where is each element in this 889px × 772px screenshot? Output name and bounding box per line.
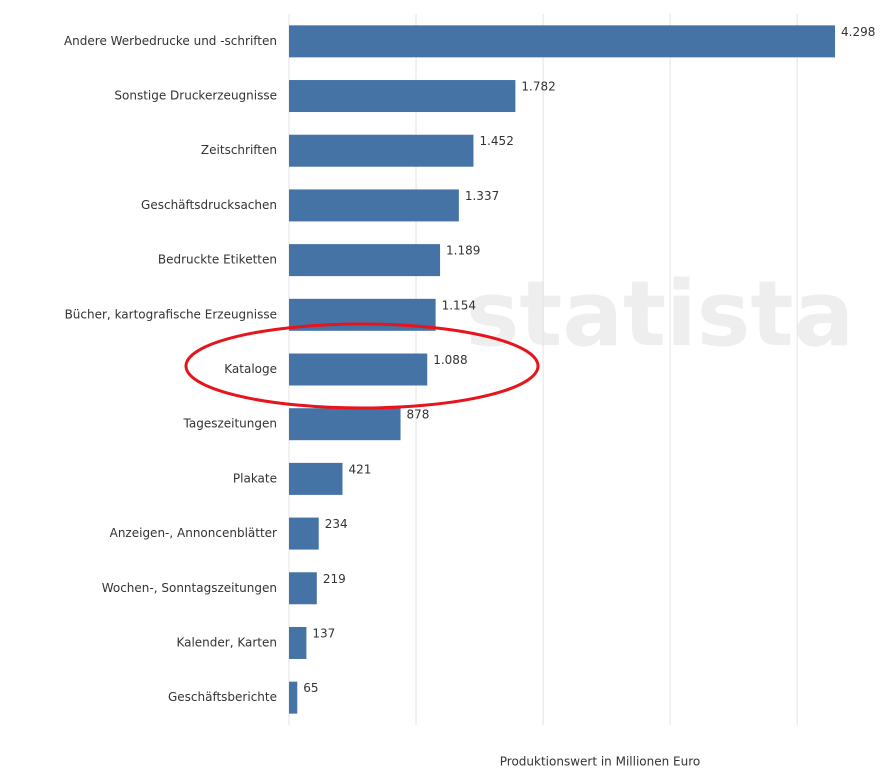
y-tick-label: Wochen-, Sonntagszeitungen (102, 581, 277, 595)
bar (289, 25, 836, 58)
y-tick-label: Sonstige Druckerzeugnisse (114, 89, 277, 103)
bar (289, 626, 307, 659)
y-tick-label: Tageszeitungen (183, 417, 278, 431)
value-label: 1.088 (433, 353, 467, 367)
y-tick-label: Geschäftsberichte (168, 690, 277, 704)
value-label: 4.298 (841, 25, 875, 39)
bar (289, 462, 343, 495)
bar (289, 80, 516, 113)
bar (289, 134, 474, 167)
value-label: 137 (312, 626, 335, 640)
bar (289, 244, 441, 277)
y-tick-label: Geschäftsdrucksachen (141, 198, 277, 212)
value-label: 1.782 (521, 80, 555, 94)
value-label: 219 (323, 572, 346, 586)
value-label: 878 (407, 408, 430, 422)
y-tick-label: Kalender, Karten (176, 635, 277, 649)
highlight-ellipse (184, 322, 540, 410)
bar (289, 408, 401, 441)
y-tick-label: Zeitschriften (201, 143, 277, 157)
y-tick-label: Plakate (233, 471, 277, 485)
bars: Andere Werbedrucke und -schriften 4.298 So… (64, 25, 875, 714)
value-label: 65 (303, 681, 318, 695)
bar (289, 189, 459, 222)
value-label: 234 (325, 517, 348, 531)
watermark: statista (466, 262, 855, 367)
value-label: 1.154 (442, 298, 476, 312)
y-tick-label: Bedruckte Etiketten (158, 253, 277, 267)
y-tick-label: Anzeigen-, Annoncenblätter (110, 526, 277, 540)
y-tick-label: Kataloge (224, 362, 277, 376)
value-label: 1.337 (465, 189, 499, 203)
bar (289, 353, 428, 386)
y-tick-label: Andere Werbedrucke und -schriften (64, 34, 277, 48)
value-label: 421 (348, 462, 371, 476)
bar (289, 681, 298, 714)
value-label: 1.189 (446, 244, 480, 258)
bar (289, 572, 317, 605)
value-label: 1.452 (479, 134, 513, 148)
bar (289, 517, 319, 550)
x-axis-label: Produktionswert in Millionen Euro (500, 755, 701, 769)
y-tick-label: Bücher, kartografische Erzeugnisse (65, 307, 277, 321)
